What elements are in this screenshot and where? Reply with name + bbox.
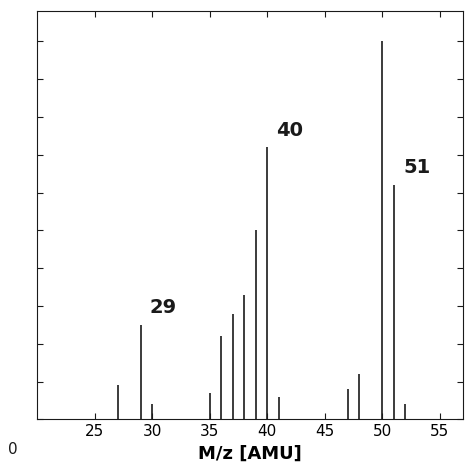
Text: 29: 29 (150, 298, 177, 318)
Text: 40: 40 (276, 121, 303, 140)
Text: 0: 0 (9, 442, 18, 457)
X-axis label: M/z [AMU]: M/z [AMU] (198, 445, 302, 463)
Text: 51: 51 (403, 158, 430, 177)
